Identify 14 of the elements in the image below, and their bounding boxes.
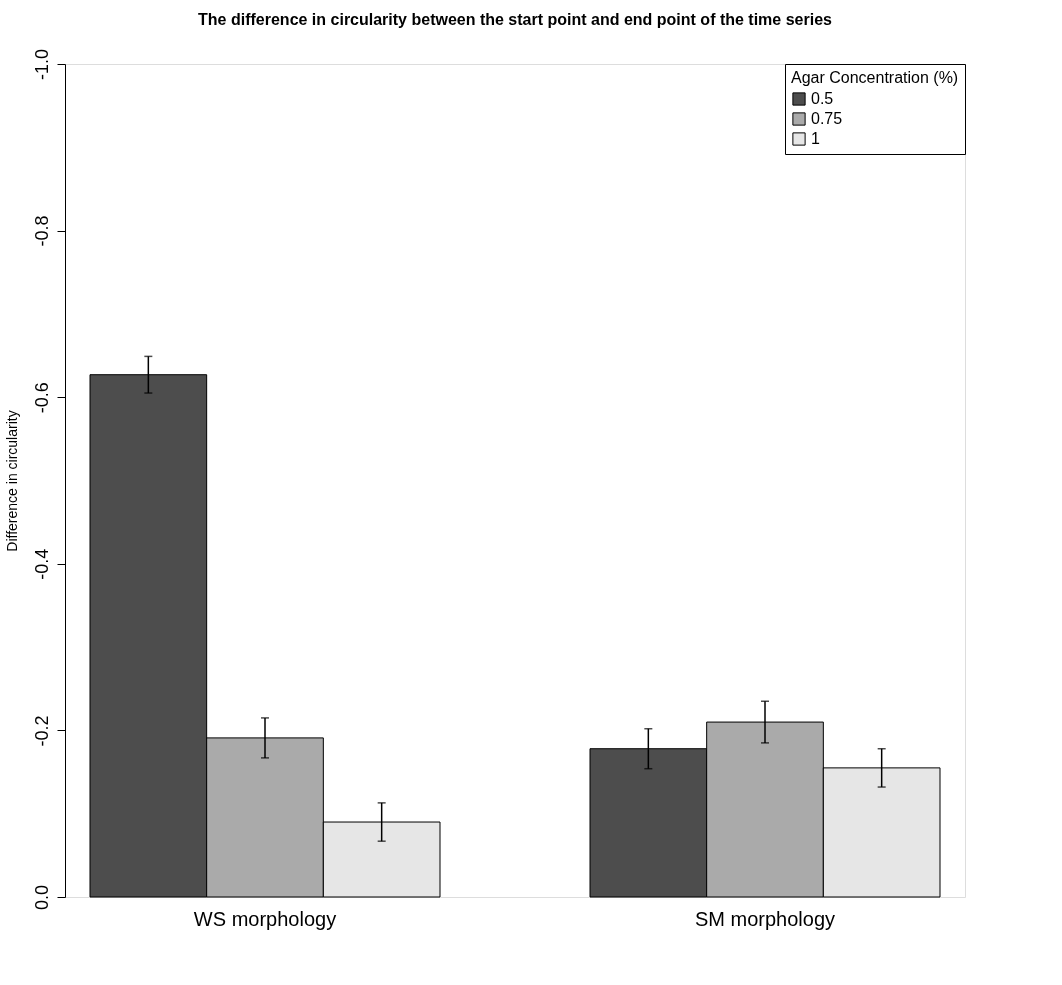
legend-label: 0.5 — [811, 90, 834, 107]
x-tick-label: WS morphology — [193, 907, 337, 930]
y-tick-label: -0.4 — [31, 548, 52, 580]
y-tick-label: -0.8 — [31, 215, 52, 247]
y-tick-label: -1.0 — [31, 48, 52, 81]
y-tick-label: -0.6 — [31, 382, 52, 414]
x-tick-label: SM morphology — [694, 907, 836, 930]
legend-label: 0.75 — [811, 110, 843, 127]
y-axis-title: Difference in circularity — [3, 410, 20, 552]
y-tick-label: -0.2 — [31, 715, 52, 747]
y-tick-label: 0.0 — [31, 884, 52, 911]
legend-label: 1 — [811, 130, 820, 147]
legend-title: Agar Concentration (%) — [791, 69, 959, 86]
chart-title: The difference in circularity between the start point and end point of the time series — [198, 11, 833, 29]
